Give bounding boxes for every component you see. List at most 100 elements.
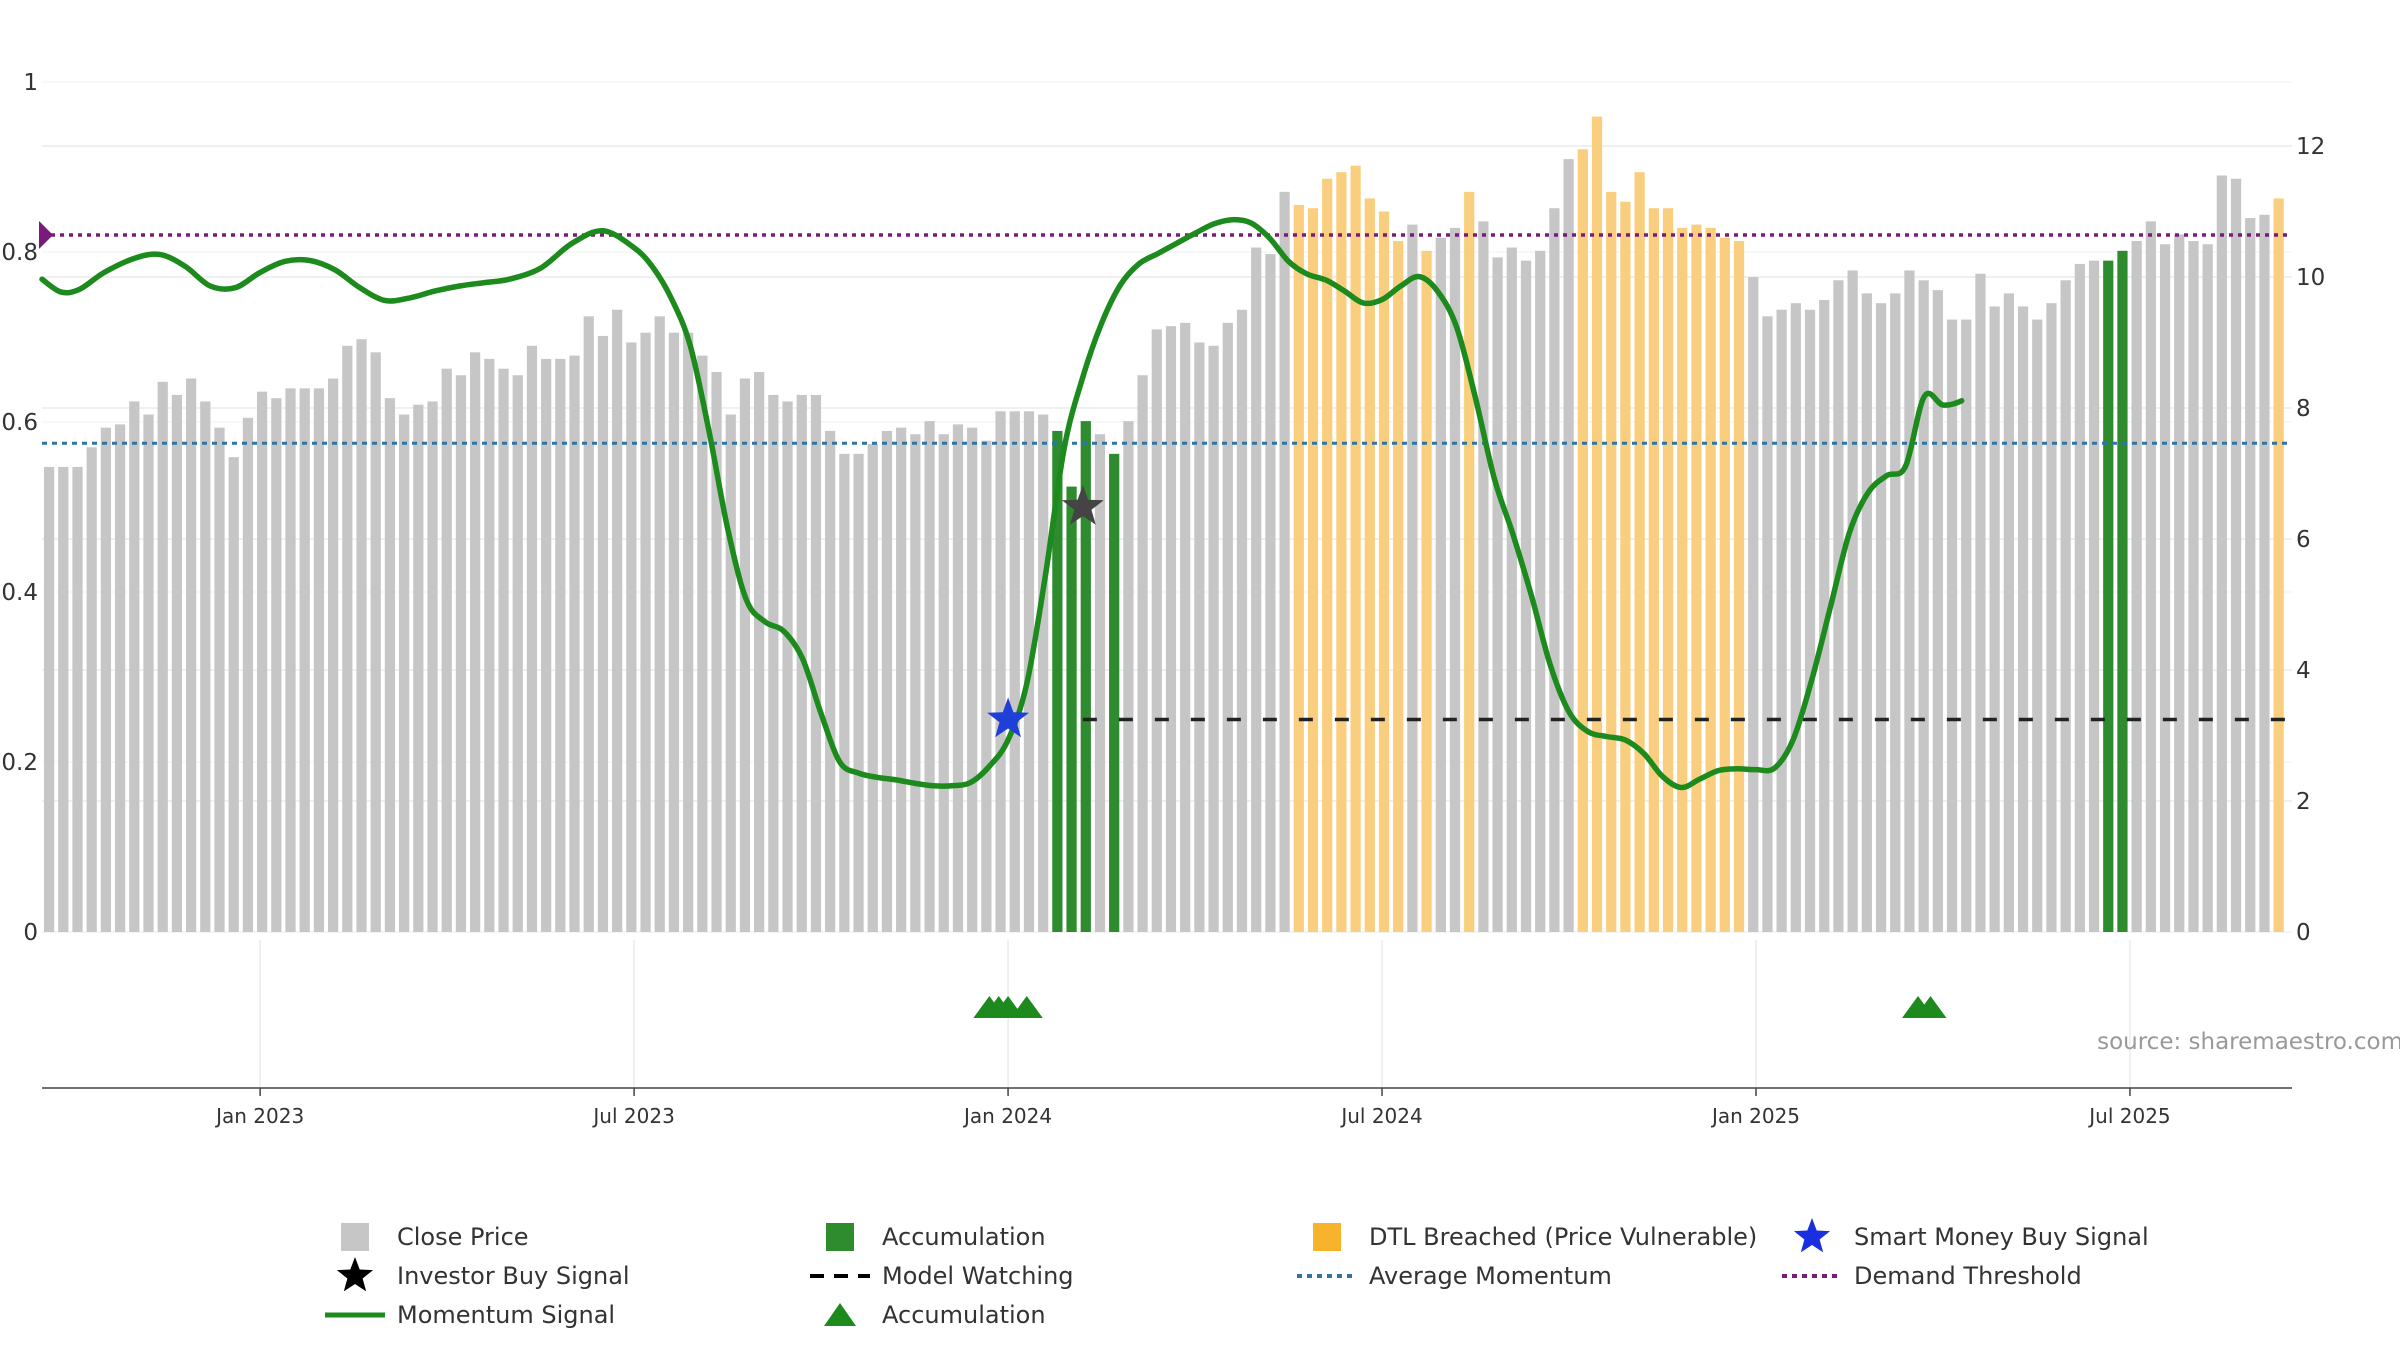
close-price-bar <box>1535 250 1546 933</box>
close-price-bar <box>668 332 680 932</box>
demand-threshold-marker <box>39 221 53 249</box>
close-price-bar <box>626 342 637 932</box>
dtl-breached-bar <box>1393 240 1404 933</box>
legend: Close Price Accumulation DTL Breached (Pri… <box>325 1218 2149 1329</box>
close-price-bar <box>2202 244 2213 932</box>
close-price-bar <box>739 378 751 932</box>
close-price-bar <box>526 345 538 932</box>
x-tick-label: Jan 2023 <box>214 1104 304 1128</box>
dtl-breached-bar <box>1307 208 1319 933</box>
close-price-bar <box>1009 411 1020 932</box>
close-price-bar <box>2174 234 2185 933</box>
left-axis-tick-label: 0.8 <box>1 240 38 266</box>
legend-label: Investor Buy Signal <box>397 1262 630 1290</box>
left-axis-tick-label: 1 <box>23 70 38 96</box>
close-price-bar <box>2159 244 2171 932</box>
right-axis-tick-label: 2 <box>2296 789 2311 815</box>
close-price-bar <box>1407 224 1418 933</box>
right-axis-tick-label: 4 <box>2296 658 2311 684</box>
dtl-breached-bar <box>1577 149 1588 932</box>
close-price-bar <box>185 378 197 932</box>
close-price-bar <box>512 375 523 932</box>
x-tick-label: Jul 2024 <box>1339 1104 1422 1128</box>
close-price-bar <box>683 332 694 932</box>
source-label: source: sharemaestro.com <box>2097 1029 2400 1055</box>
close-price-bar <box>640 332 651 932</box>
close-price-bar <box>1875 303 1887 932</box>
close-price-bar <box>1833 280 1844 932</box>
reference-lines <box>39 221 2292 722</box>
close-price-bar <box>952 424 964 932</box>
close-price-bar <box>1563 159 1574 933</box>
dtl-breached-bar <box>1662 208 1674 933</box>
close-price-bar <box>867 444 878 932</box>
close-price-bar <box>1975 273 1986 933</box>
close-price-bar <box>711 371 722 933</box>
close-price-bar <box>1194 342 1205 932</box>
dtl-breached-bar <box>2273 198 2284 932</box>
dtl-breached-bar <box>1378 211 1390 932</box>
close-price-bar <box>1989 306 2000 933</box>
close-price-bar <box>896 427 907 932</box>
close-price-bar <box>1279 191 1290 933</box>
close-price-bar <box>43 466 55 932</box>
close-price-bar <box>2032 319 2043 932</box>
close-price-bar <box>342 345 353 932</box>
signal-markers <box>973 485 1947 1018</box>
close-price-bar <box>114 424 126 932</box>
close-price-bar <box>1094 434 1106 932</box>
close-price-bar <box>86 447 97 932</box>
legend-label: Model Watching <box>882 1262 1074 1290</box>
close-price-bar <box>1748 277 1759 932</box>
axes: Jan 2023 Jul 2023 Jan 2024 Jul 2024 Jan 2025… <box>1 70 2325 1128</box>
close-price-bar <box>2088 260 2100 932</box>
close-price-bar <box>271 398 282 932</box>
legend-label: Close Price <box>397 1223 529 1251</box>
dtl-breached-bar <box>1322 178 1333 932</box>
left-axis-tick-label: 0.6 <box>1 410 38 436</box>
dtl-breached-bar <box>1677 227 1688 932</box>
right-axis-tick-label: 8 <box>2296 396 2311 422</box>
close-price-bar <box>157 381 168 932</box>
close-price-bar <box>1180 322 1191 933</box>
accumulation-bar <box>1066 486 1077 932</box>
close-price-bar <box>200 401 211 932</box>
dtl-breached-bar <box>1350 165 1361 932</box>
accumulation-triangle <box>1010 996 1043 1018</box>
accumulation-bar <box>1080 421 1091 932</box>
close-price-bar <box>1137 375 1148 932</box>
close-price-bar <box>143 414 154 932</box>
close-price-bar <box>1932 290 1943 933</box>
close-price-bar <box>129 401 140 932</box>
close-price-bar <box>1819 299 1830 932</box>
close-price-bar <box>2046 303 2057 932</box>
legend-label: Smart Money Buy Signal <box>1854 1223 2149 1251</box>
close-price-bar <box>1165 326 1177 932</box>
close-price-bar <box>171 394 183 932</box>
dtl-breached-bar <box>1364 198 1375 932</box>
close-price-bar <box>1478 221 1489 932</box>
dtl-breached-bar <box>1336 172 1347 932</box>
dtl-breached-bar <box>1705 227 1716 932</box>
left-axis-tick-label: 0 <box>23 920 38 946</box>
dtl-breached-bar <box>1733 240 1745 933</box>
dtl-breached-bar <box>1634 172 1645 932</box>
close-price-bar <box>2216 175 2227 933</box>
close-price-bar <box>967 427 978 932</box>
close-price-bar <box>910 434 921 932</box>
close-price-bar <box>555 358 566 932</box>
close-price-bar <box>612 309 623 932</box>
legend-swatch <box>1313 1223 1341 1251</box>
close-price-bar <box>782 401 793 932</box>
dtl-breached-bar <box>1606 191 1617 933</box>
close-price-bar <box>328 378 339 932</box>
close-price-bar <box>597 335 609 932</box>
momentum-signal-line <box>39 216 1965 791</box>
close-price-bar <box>1804 309 1816 932</box>
close-price-bar <box>1961 319 1972 932</box>
x-tick-label: Jan 2025 <box>1710 1104 1800 1128</box>
close-price-bar <box>1776 309 1787 932</box>
dtl-breached-bar <box>1591 116 1603 932</box>
x-tick-label: Jan 2024 <box>962 1104 1052 1128</box>
